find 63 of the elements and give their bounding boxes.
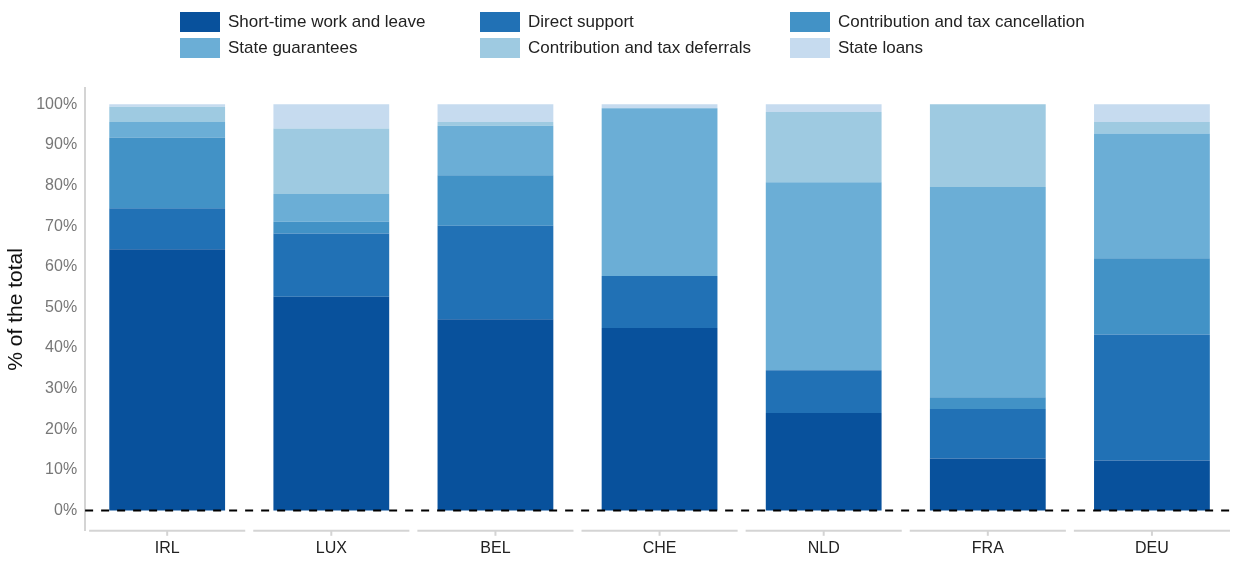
bar	[273, 194, 390, 222]
y-tick-label: 50%	[45, 297, 78, 315]
y-axis-title: % of the total	[3, 248, 27, 371]
bar	[273, 233, 390, 297]
bar	[109, 208, 226, 250]
bar	[765, 370, 882, 413]
bar	[929, 397, 1046, 409]
y-tick-label: 60%	[45, 257, 78, 275]
x-tick-label: DEU	[1135, 538, 1169, 556]
x-tick-label: CHE	[642, 538, 677, 556]
bar	[109, 122, 226, 138]
bar	[109, 104, 226, 107]
bar	[929, 408, 1046, 459]
y-tick-label: 80%	[45, 175, 78, 193]
legend-label: State guarantees	[228, 38, 358, 58]
bar	[765, 111, 882, 183]
bar	[273, 128, 390, 195]
bar	[109, 106, 226, 123]
bar	[929, 187, 1046, 398]
legend-label: Contribution and tax deferrals	[528, 38, 752, 58]
bar	[1094, 104, 1210, 123]
bar	[765, 412, 882, 511]
bar	[437, 104, 554, 123]
legend-label: Direct support	[528, 12, 634, 32]
bar	[437, 175, 554, 226]
bar	[109, 249, 226, 511]
bar	[765, 104, 882, 112]
legend-label: Contribution and tax cancellation	[838, 12, 1085, 32]
bar	[437, 319, 554, 511]
bar	[437, 125, 554, 176]
bar	[437, 225, 554, 320]
x-tick-label: IRL	[154, 538, 180, 556]
bar	[929, 104, 1046, 188]
bar	[929, 458, 1046, 511]
y-tick-label: 10%	[45, 460, 78, 478]
bar	[109, 137, 226, 209]
bar	[273, 221, 390, 234]
bar	[437, 122, 554, 126]
x-tick-label: FRA	[971, 538, 1005, 556]
y-tick-label: 30%	[45, 379, 78, 397]
y-tick-label: 90%	[45, 135, 78, 153]
bar	[601, 104, 718, 109]
y-tick-label: 0%	[54, 500, 78, 518]
x-tick-label: LUX	[315, 538, 348, 556]
bar	[765, 182, 882, 371]
bar	[1094, 460, 1210, 511]
legend-label: State loans	[838, 38, 924, 58]
y-tick-label: 20%	[45, 419, 78, 437]
x-tick-label: NLD	[807, 538, 840, 556]
y-tick-label: 100%	[36, 94, 78, 112]
bar	[601, 108, 718, 277]
bar	[601, 276, 718, 329]
bar	[273, 296, 390, 511]
x-tick-label: BEL	[480, 538, 511, 556]
bar	[1094, 122, 1210, 134]
bar	[1094, 133, 1210, 259]
bar	[1094, 258, 1210, 335]
legend-label: Short-time work and leave	[228, 12, 426, 32]
y-tick-label: 40%	[45, 338, 78, 356]
y-tick-label: 70%	[45, 216, 78, 234]
bar	[601, 328, 718, 511]
bar	[273, 104, 390, 129]
bar	[1094, 334, 1210, 461]
